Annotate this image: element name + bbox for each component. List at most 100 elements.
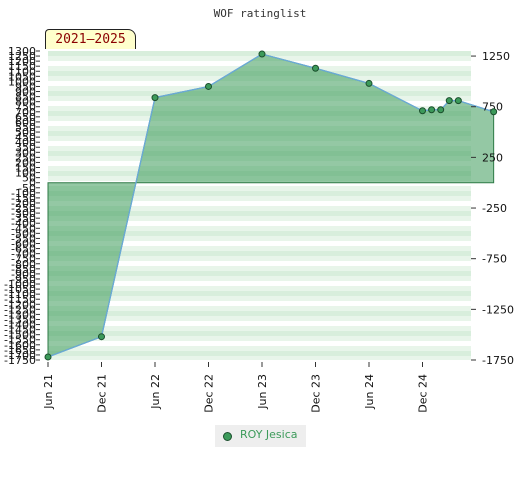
y-tick-label: -1200 — [4, 298, 36, 311]
grid-band — [48, 346, 471, 351]
y-tick-label: 1200 — [8, 55, 36, 68]
y-tick-label: -400 — [11, 217, 36, 230]
y-tick-label: 1300 — [8, 45, 36, 58]
y-tick-label: -450 — [11, 222, 36, 235]
y-tick-label: 550 — [15, 121, 36, 134]
chart-title: WOF ratinglist — [214, 7, 307, 20]
data-points — [44, 50, 498, 361]
y-tick-label: -250 — [11, 202, 36, 215]
y-tick-label: -900 — [11, 268, 36, 281]
y-tick-label: -1000 — [4, 278, 36, 291]
data-point — [151, 94, 159, 102]
y-tick-label: -1300 — [4, 308, 36, 321]
x-axis: Jun 21 Dec 21 Jun 22 Dec 22 Jun 23 Dec 23 Jun … — [42, 362, 430, 413]
y-tick-label: -1750 — [4, 354, 36, 367]
y-tick-label: -700 — [11, 248, 36, 261]
data-point — [419, 107, 426, 115]
y-tick-label-right: 1250 — [482, 50, 510, 63]
x-tick-label: Jun 23 — [256, 374, 269, 410]
data-point — [98, 333, 105, 341]
y-tick-label: -350 — [11, 212, 36, 225]
y-tick-label: 0 — [29, 177, 36, 190]
grid-band — [48, 321, 471, 326]
data-point — [205, 82, 212, 90]
y-tick-label-right: -1750 — [482, 354, 514, 367]
grid-band — [48, 276, 471, 281]
data-point — [44, 353, 52, 361]
y-tick-label: 50 — [22, 172, 36, 185]
y-tick-label: -750 — [11, 253, 36, 266]
y-tick-label: 750 — [15, 101, 36, 114]
y-tick-label: 100 — [15, 167, 36, 180]
y-tick-label: 150 — [15, 162, 36, 175]
data-point — [312, 64, 319, 72]
data-point — [490, 108, 498, 116]
grid-band — [48, 231, 471, 236]
grid-band — [48, 226, 471, 231]
grid-band — [48, 341, 471, 346]
y-tick-label: 700 — [15, 106, 36, 119]
y-tick-label: -1400 — [4, 319, 36, 332]
y-tick-label: -1700 — [4, 349, 36, 362]
y-tick-label: -1500 — [4, 329, 36, 342]
grid-band — [48, 356, 471, 360]
grid-band — [48, 351, 471, 356]
y-tick-label: 1150 — [8, 60, 36, 73]
grid-band — [48, 186, 471, 191]
x-tick-label: Dec 21 — [96, 374, 109, 413]
y-tick-label: 250 — [15, 151, 36, 164]
legend[interactable]: ROY Jesica — [215, 425, 306, 447]
y-tick-label: 1100 — [8, 65, 36, 78]
grid-band — [48, 201, 471, 206]
grid-band — [48, 241, 471, 246]
grid-band — [48, 266, 471, 271]
grid-band — [48, 301, 471, 306]
x-tick-label: Dec 22 — [203, 374, 216, 413]
data-point — [437, 106, 445, 114]
y-axis-right: 1250 750 250 -250 -750 -1250 -1750 — [471, 50, 514, 367]
grid-band — [48, 271, 471, 276]
grid-band — [48, 306, 471, 311]
y-tick-label: -300 — [11, 207, 36, 220]
grid-band — [48, 281, 471, 286]
grid-band — [48, 296, 471, 301]
grid-band — [48, 261, 471, 266]
x-tick-label: Dec 24 — [417, 374, 430, 413]
y-tick-label: -800 — [11, 258, 36, 271]
y-tick-label: -100 — [11, 187, 36, 200]
y-tick-label: -1350 — [4, 313, 36, 326]
y-tick-label: -50 — [18, 182, 36, 195]
x-tick-label: Jun 21 — [42, 374, 55, 410]
y-tick-label: 350 — [15, 141, 36, 154]
grid-band — [48, 256, 471, 261]
grid-band — [48, 326, 471, 331]
grid-band — [48, 311, 471, 316]
x-tick-label: Jun 22 — [149, 374, 162, 410]
y-tick-label: -150 — [11, 192, 36, 205]
grid-band — [48, 181, 471, 186]
y-tick-label: 900 — [15, 86, 36, 99]
y-tick-label: -1100 — [4, 288, 36, 301]
grid-band — [48, 211, 471, 216]
y-tick-label: 300 — [15, 146, 36, 159]
y-tick-label: -200 — [11, 197, 36, 210]
y-tick-label: -550 — [11, 232, 36, 245]
grid-band — [48, 286, 471, 291]
data-point — [258, 50, 266, 58]
y-tick-label: -1550 — [4, 334, 36, 347]
grid-band — [48, 236, 471, 241]
y-tick-label: -600 — [11, 237, 36, 250]
y-tick-label-right: 750 — [482, 101, 503, 114]
data-point — [445, 97, 453, 105]
y-tick-label-right: -250 — [482, 202, 507, 215]
grid-band — [48, 191, 471, 196]
data-point — [428, 106, 436, 114]
grid-band — [48, 221, 471, 226]
y-tick-label: 500 — [15, 126, 36, 139]
legend-label: ROY Jesica — [240, 428, 298, 441]
y-tick-label: -1600 — [4, 339, 36, 352]
y-tick-label-right: -1250 — [482, 303, 514, 316]
data-point — [365, 79, 373, 87]
period-badge: 2021–2025 — [45, 29, 136, 49]
